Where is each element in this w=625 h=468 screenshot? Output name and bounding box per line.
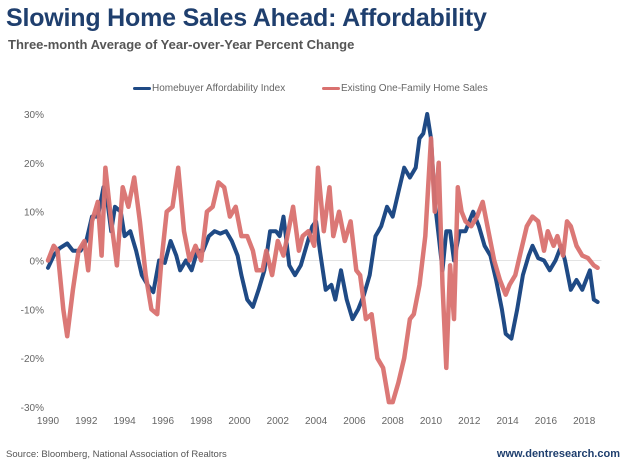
x-tick-label: 2010	[420, 416, 443, 427]
x-tick-label: 1990	[37, 416, 60, 427]
y-tick-label: -20%	[21, 354, 44, 365]
y-tick-label: 20%	[24, 159, 44, 170]
x-tick-label: 2012	[458, 416, 481, 427]
y-tick-label: -30%	[21, 403, 44, 414]
y-tick-label: -10%	[21, 305, 44, 316]
x-tick-label: 2008	[382, 416, 405, 427]
series-line-home-sales	[45, 136, 600, 405]
x-tick-label: 2016	[535, 416, 558, 427]
y-tick-label: 10%	[24, 208, 44, 219]
x-axis-ticks: 1990 1992 1994 1996 1998 2000 2002 2004 2006 2008…	[37, 416, 596, 427]
legend-swatch-home-sales	[322, 87, 340, 90]
website-link[interactable]: www.dentresearch.com	[496, 448, 620, 460]
legend-item-affordability: Homebuyer Affordability Index	[133, 83, 285, 94]
x-tick-label: 1992	[75, 416, 98, 427]
x-tick-label: 1996	[152, 416, 175, 427]
x-tick-label: 1998	[190, 416, 213, 427]
legend-label-home-sales: Existing One-Family Home Sales	[341, 83, 488, 94]
x-tick-label: 1994	[113, 416, 136, 427]
x-tick-label: 2018	[573, 416, 596, 427]
x-tick-label: 2000	[228, 416, 251, 427]
x-tick-label: 2002	[267, 416, 290, 427]
y-axis-ticks: 30% 20% 10% 0% -10% -20% -30%	[21, 110, 44, 414]
source-note: Source: Bloomberg, National Association …	[6, 449, 227, 460]
legend-label-affordability: Homebuyer Affordability Index	[152, 83, 286, 94]
y-tick-label: 30%	[24, 110, 44, 121]
y-tick-label: 0%	[30, 257, 45, 268]
chart-subtitle: Three-month Average of Year-over-Year Pe…	[8, 37, 355, 52]
chart-title: Slowing Home Sales Ahead: Affordability	[6, 4, 487, 32]
series-group	[45, 112, 600, 405]
legend-swatch-affordability	[133, 87, 151, 90]
x-tick-label: 2014	[496, 416, 519, 427]
legend: Homebuyer Affordability Index Existing O…	[0, 83, 625, 99]
x-tick-label: 2004	[305, 416, 328, 427]
legend-item-home-sales: Existing One-Family Home Sales	[322, 83, 488, 94]
x-tick-label: 2006	[343, 416, 366, 427]
